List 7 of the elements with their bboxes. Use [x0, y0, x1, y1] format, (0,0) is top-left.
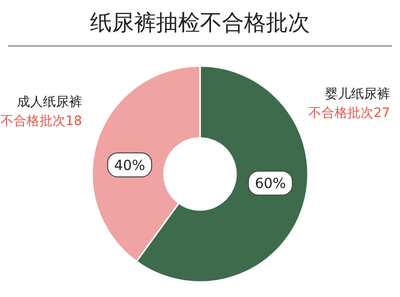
- data-label: 40%: [114, 158, 146, 174]
- slice-label: 婴儿纸尿裤: [325, 87, 390, 102]
- text: 不合格批次18: [0, 114, 82, 129]
- text: 不合格批次27: [308, 106, 390, 121]
- slice-label: 成人纸尿裤: [17, 95, 82, 110]
- chart-title: 纸尿裤抽检不合格批次: [90, 11, 310, 36]
- data-label: 60%: [254, 176, 286, 192]
